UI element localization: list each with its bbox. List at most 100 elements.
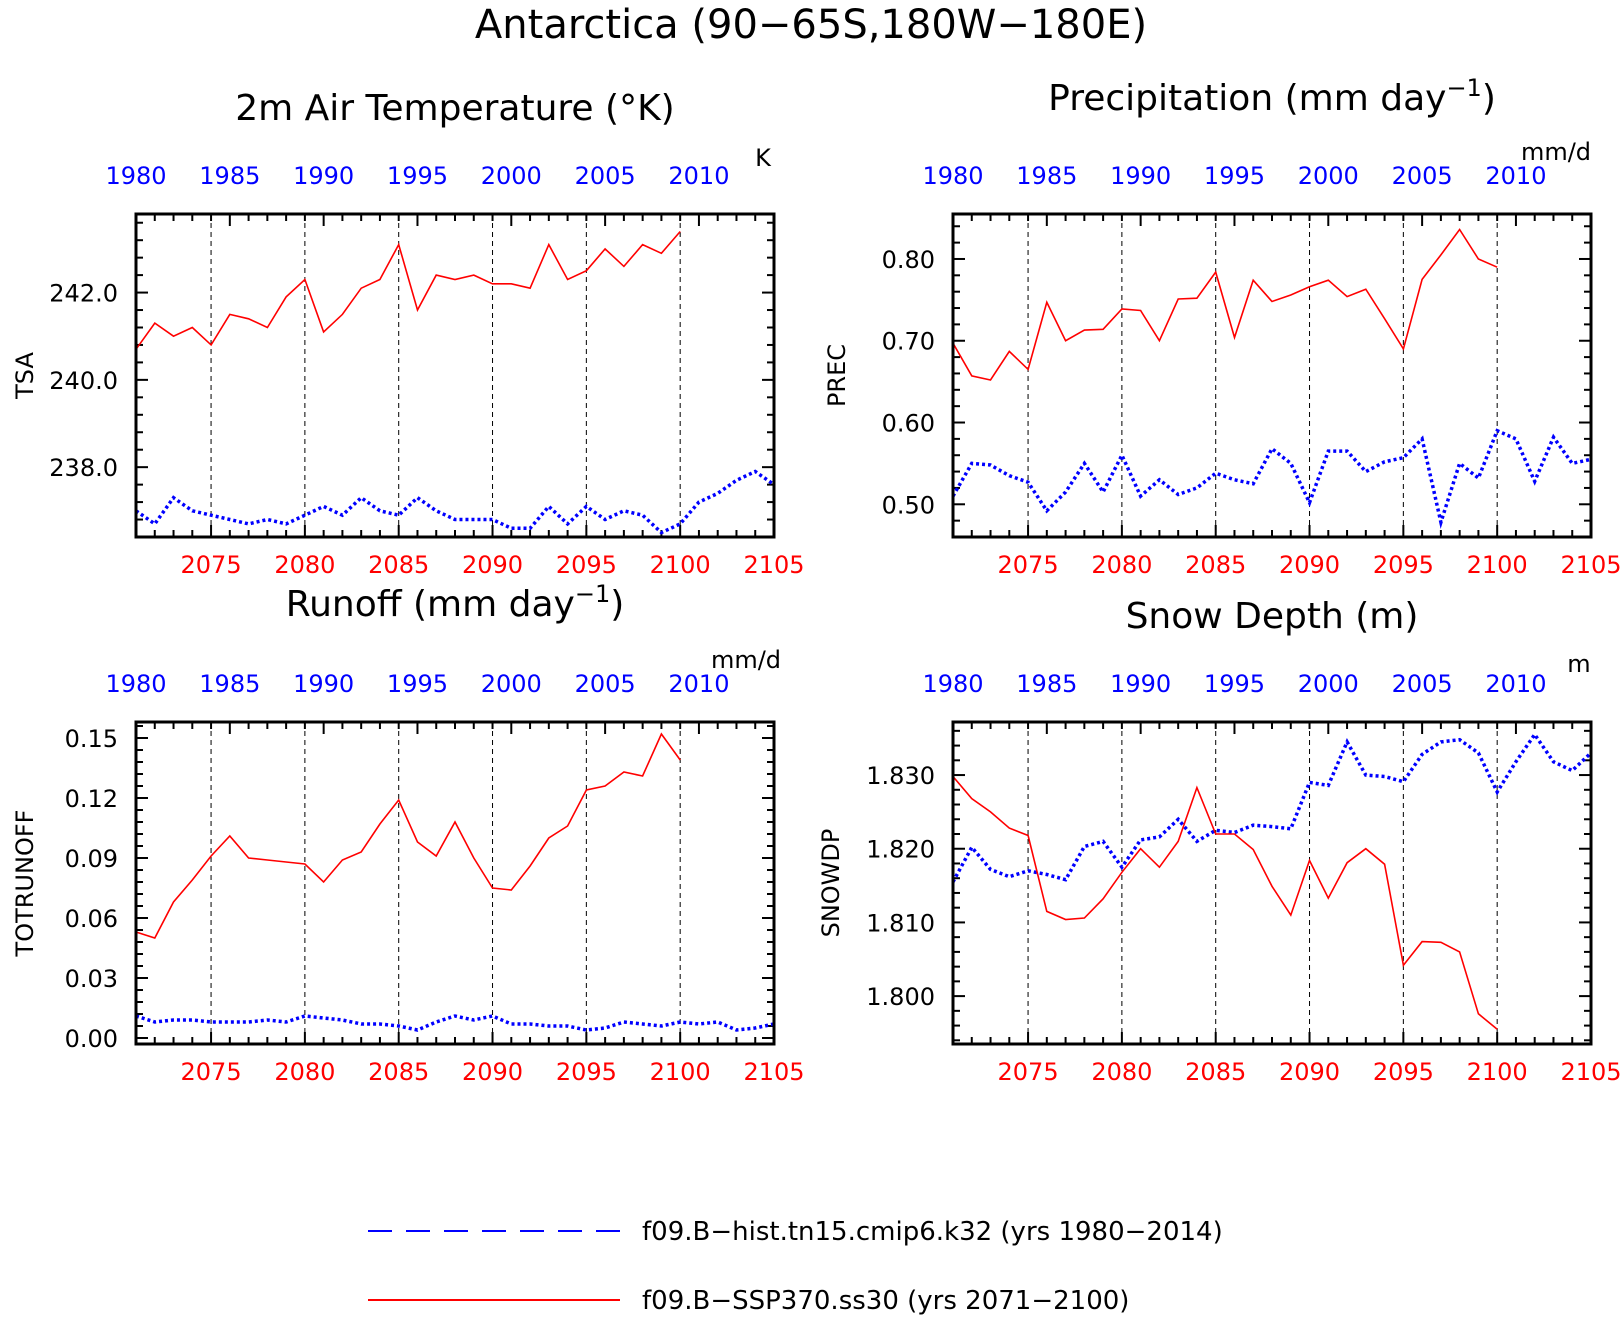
x-tick-label: 2090: [1279, 1058, 1340, 1086]
top-tick-label: 2010: [1485, 670, 1546, 698]
legend-hist-label: f09.B−hist.tn15.cmip6.k32 (yrs 1980−2014…: [642, 1217, 1223, 1247]
x-tick-label: 2090: [462, 551, 523, 579]
y-tick-label: 0.00: [65, 1025, 118, 1053]
x-tick-label: 2080: [274, 551, 335, 579]
y-tick-label: 242.0: [49, 280, 118, 308]
top-tick-label: 2005: [575, 670, 636, 698]
panel-air-temperature: 2m Air Temperature (°K) K TSA 2075 2080 2085 2…: [11, 88, 805, 579]
y-tick-label: 1.810: [866, 909, 935, 937]
series-line-ssp370: [952, 775, 1498, 1030]
y-axis-label: TOTRUNOFF: [11, 810, 39, 958]
units-label: mm/d: [1521, 138, 1591, 166]
top-tick-label: 1990: [1110, 162, 1171, 190]
panel-title: 2m Air Temperature (°K): [235, 88, 674, 129]
x-tick-label: 2095: [556, 1058, 617, 1086]
top-tick-label: 2000: [1298, 670, 1359, 698]
x-tick-label: 2085: [1185, 1058, 1246, 1086]
y-tick-label: 0.03: [65, 965, 118, 993]
top-tick-label: 2000: [481, 162, 542, 190]
series-line-ssp370: [135, 230, 681, 350]
top-tick-label: 1995: [1204, 162, 1265, 190]
x-tick-label: 2100: [650, 551, 711, 579]
y-tick-label: 0.06: [65, 905, 118, 933]
top-tick-label: 2010: [668, 670, 729, 698]
y-tick-label: 1.830: [866, 762, 935, 790]
x-tick-label: 2080: [1091, 1058, 1152, 1086]
series-line-ssp370: [135, 732, 681, 939]
x-tick-label: 2085: [1185, 551, 1246, 579]
x-tick-label: 2105: [743, 551, 804, 579]
x-tick-label: 2080: [274, 1058, 335, 1086]
y-tick-label: 238.0: [49, 454, 118, 482]
y-tick-label: 0.70: [882, 328, 935, 356]
top-tick-label: 2005: [1392, 670, 1453, 698]
panel-title: Precipitation (mm day−1): [1048, 74, 1496, 119]
x-tick-label: 2100: [1467, 551, 1528, 579]
x-tick-label: 2085: [368, 1058, 429, 1086]
series-line-historical: [951, 731, 1593, 883]
top-tick-label: 2010: [668, 162, 729, 190]
panel-title: Snow Depth (m): [1126, 596, 1419, 637]
x-tick-label: 2105: [1560, 551, 1621, 579]
y-tick-label: 240.0: [49, 367, 118, 395]
x-tick-label: 2075: [998, 551, 1059, 579]
x-tick-label: 2095: [1373, 551, 1434, 579]
top-tick-label: 2000: [1298, 162, 1359, 190]
x-tick-label: 2090: [462, 1058, 523, 1086]
top-tick-label: 1980: [105, 162, 166, 190]
y-tick-label: 0.09: [65, 845, 118, 873]
top-tick-label: 1985: [199, 670, 260, 698]
y-tick-label: 1.800: [866, 983, 935, 1011]
top-tick-label: 1980: [922, 162, 983, 190]
top-tick-label: 2010: [1485, 162, 1546, 190]
plot-frame: [134, 720, 776, 1046]
x-tick-label: 2095: [1373, 1058, 1434, 1086]
top-tick-label: 2000: [481, 670, 542, 698]
y-tick-label: 1.820: [866, 836, 935, 864]
x-tick-label: 2085: [368, 551, 429, 579]
x-tick-label: 2105: [743, 1058, 804, 1086]
top-tick-label: 1995: [387, 162, 448, 190]
y-tick-label: 0.50: [882, 491, 935, 519]
series-line-historical: [951, 428, 1592, 529]
plot-frame: [951, 212, 1593, 539]
y-axis-label: PREC: [823, 344, 851, 407]
panel-runoff: Runoff (mm day−1) mm/d TOTRUNOFF 2075 2080 20…: [11, 580, 805, 1086]
top-tick-label: 2005: [1392, 162, 1453, 190]
y-axis-label: TSA: [11, 352, 39, 400]
x-tick-label: 2090: [1279, 551, 1340, 579]
top-tick-label: 1995: [1204, 670, 1265, 698]
plot-frame: [134, 212, 776, 539]
units-label: m: [1567, 650, 1590, 678]
top-tick-label: 1990: [293, 670, 354, 698]
x-tick-label: 2105: [1560, 1058, 1621, 1086]
y-axis-label: SNOWDP: [817, 829, 845, 938]
x-tick-label: 2100: [650, 1058, 711, 1086]
figure-title: Antarctica (90−65S,180W−180E): [475, 2, 1147, 48]
y-tick-label: 0.12: [65, 785, 118, 813]
x-tick-label: 2075: [998, 1058, 1059, 1086]
y-tick-label: 0.15: [65, 725, 118, 753]
legend: f09.B−hist.tn15.cmip6.k32 (yrs 1980−2014…: [368, 1217, 1223, 1316]
top-tick-label: 1985: [1016, 162, 1077, 190]
panel-precipitation: Precipitation (mm day−1) mm/d PREC 2075 2080…: [823, 74, 1621, 579]
x-tick-label: 2075: [181, 551, 242, 579]
x-tick-label: 2075: [181, 1058, 242, 1086]
y-tick-label: 0.80: [882, 246, 935, 274]
panel-title: Runoff (mm day−1): [286, 580, 625, 625]
x-tick-label: 2080: [1091, 551, 1152, 579]
series-line-ssp370: [952, 228, 1498, 381]
top-tick-label: 1990: [1110, 670, 1171, 698]
top-tick-label: 1985: [199, 162, 260, 190]
units-label: K: [755, 144, 772, 172]
top-tick-label: 1980: [922, 670, 983, 698]
y-tick-label: 0.60: [882, 410, 935, 438]
top-tick-label: 1985: [1016, 670, 1077, 698]
x-tick-label: 2100: [1467, 1058, 1528, 1086]
series-line-historical: [135, 1014, 775, 1032]
legend-ssp-label: f09.B−SSP370.ss30 (yrs 2071−2100): [642, 1286, 1129, 1316]
top-tick-label: 2005: [575, 162, 636, 190]
top-tick-label: 1995: [387, 670, 448, 698]
